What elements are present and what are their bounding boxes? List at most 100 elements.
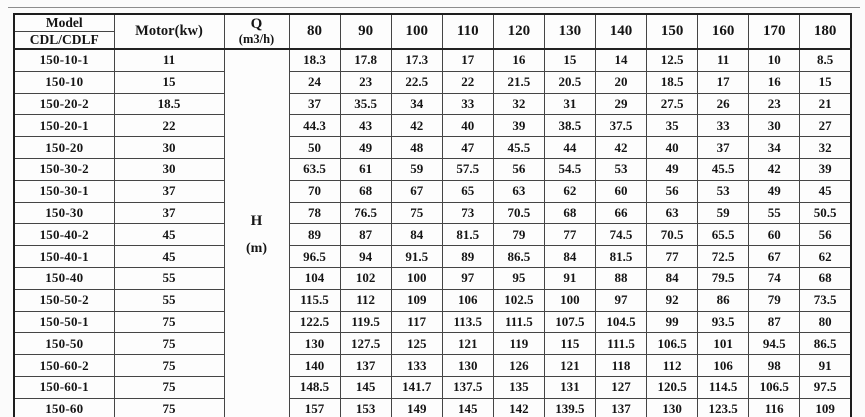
head-value-cell: 16 bbox=[492, 48, 545, 72]
head-value-cell: 89 bbox=[441, 245, 494, 268]
head-value-cell: 89 bbox=[288, 223, 341, 247]
head-value-cell: 137.5 bbox=[441, 375, 494, 399]
head-value-cell: 127 bbox=[594, 375, 648, 399]
head-value-cell: 67 bbox=[748, 245, 801, 268]
head-value-cell: 76.5 bbox=[339, 201, 392, 225]
head-value-cell: 31 bbox=[543, 92, 596, 116]
head-value-cell: 24 bbox=[288, 70, 341, 94]
head-value-cell: 37.5 bbox=[594, 114, 648, 138]
motor-kw-cell: 45 bbox=[113, 223, 225, 247]
head-value-cell: 15 bbox=[543, 48, 596, 72]
table-row: 150-10-1 11 H (m) 18.3 17.8 17.3 17 16 15 14 12.5 11… bbox=[13, 48, 852, 417]
table-body: 150-10-1 11 H (m) 18.3 17.8 17.3 17 16 15 14 12.5 11… bbox=[13, 48, 852, 417]
motor-kw-cell: 22 bbox=[113, 114, 225, 138]
head-value-cell: 118 bbox=[594, 354, 648, 377]
motor-kw-cell: 75 bbox=[113, 310, 225, 334]
head-value-cell: 141.7 bbox=[390, 375, 443, 399]
head-value-cell: 34 bbox=[390, 92, 443, 116]
table-row: 150-50-2 55 115.5 112 109 106 102.5 100 97 92 86 79… bbox=[13, 288, 852, 312]
head-value-cell: 47 bbox=[441, 136, 494, 159]
head-value-cell: 106.5 bbox=[646, 332, 699, 356]
head-value-cell: 44 bbox=[543, 136, 596, 159]
head-value-cell: 20.5 bbox=[543, 70, 596, 94]
head-value-cell: 53 bbox=[594, 157, 648, 181]
head-value-cell: 40 bbox=[441, 114, 494, 138]
top-divider bbox=[8, 7, 860, 8]
head-value-cell: 26 bbox=[697, 92, 750, 116]
flow-rate-header: 80 bbox=[288, 13, 341, 50]
head-value-cell: 57.5 bbox=[441, 157, 494, 181]
model-header-line2: CDL/CDLF bbox=[13, 31, 115, 50]
head-value-cell: 100 bbox=[543, 288, 596, 312]
head-value-cell: 70.5 bbox=[646, 223, 699, 247]
flow-rate-header: 160 bbox=[697, 13, 750, 50]
head-value-cell: 79 bbox=[748, 288, 801, 312]
head-value-cell: 45 bbox=[799, 179, 852, 203]
head-value-cell: 106 bbox=[441, 288, 494, 312]
head-value-cell: 63.5 bbox=[288, 157, 341, 181]
head-value-cell: 14 bbox=[594, 48, 648, 72]
head-value-cell: 10 bbox=[748, 48, 801, 72]
head-value-cell: 121 bbox=[543, 354, 596, 377]
head-value-cell: 16 bbox=[748, 70, 801, 94]
model-cell: 150-50-2 bbox=[13, 288, 115, 312]
head-value-cell: 109 bbox=[799, 397, 852, 417]
head-value-cell: 95 bbox=[492, 266, 545, 290]
head-value-cell: 66 bbox=[594, 201, 648, 225]
head-value-cell: 40 bbox=[646, 136, 699, 159]
head-value-cell: 91.5 bbox=[390, 245, 443, 268]
head-value-cell: 23 bbox=[748, 92, 801, 116]
table-row: 150-60-1 75 148.5 145 141.7 137.5 135 131 127 120… bbox=[13, 375, 852, 399]
head-value-cell: 75 bbox=[390, 201, 443, 225]
head-value-cell: 50.5 bbox=[799, 201, 852, 225]
head-value-cell: 153 bbox=[339, 397, 392, 417]
motor-kw-cell: 75 bbox=[113, 397, 225, 417]
head-value-cell: 29 bbox=[594, 92, 648, 116]
head-value-cell: 123.5 bbox=[697, 397, 750, 417]
motor-kw-cell: 11 bbox=[113, 48, 225, 72]
model-cell: 150-40-1 bbox=[13, 245, 115, 268]
head-value-cell: 67 bbox=[390, 179, 443, 203]
motor-kw-cell: 37 bbox=[113, 201, 225, 225]
head-value-cell: 45.5 bbox=[697, 157, 750, 181]
head-unit-cell: H (m) bbox=[223, 48, 290, 417]
head-value-cell: 61 bbox=[339, 157, 392, 181]
head-value-cell: 91 bbox=[543, 266, 596, 290]
head-value-cell: 22 bbox=[441, 70, 494, 94]
head-value-cell: 33 bbox=[441, 92, 494, 116]
head-value-cell: 122.5 bbox=[288, 310, 341, 334]
head-value-cell: 17 bbox=[697, 70, 750, 94]
model-cell: 150-30-2 bbox=[13, 157, 115, 181]
head-value-cell: 94 bbox=[339, 245, 392, 268]
table-row: 150-60 75 157 153 149 145 142 139.5 137 130 123.5 1… bbox=[13, 397, 852, 417]
head-value-cell: 22.5 bbox=[390, 70, 443, 94]
head-value-cell: 37 bbox=[697, 136, 750, 159]
head-value-cell: 34 bbox=[748, 136, 801, 159]
head-value-cell: 115.5 bbox=[288, 288, 341, 312]
head-value-cell: 86.5 bbox=[492, 245, 545, 268]
head-value-cell: 63 bbox=[646, 201, 699, 225]
head-value-cell: 33 bbox=[697, 114, 750, 138]
head-value-cell: 107.5 bbox=[543, 310, 596, 334]
head-value-cell: 62 bbox=[543, 179, 596, 203]
head-value-cell: 140 bbox=[288, 354, 341, 377]
head-value-cell: 45.5 bbox=[492, 136, 545, 159]
head-value-cell: 39 bbox=[492, 114, 545, 138]
head-value-cell: 17.8 bbox=[339, 48, 392, 72]
flow-symbol-label: Q bbox=[250, 16, 263, 32]
head-value-cell: 49 bbox=[748, 179, 801, 203]
motor-kw-cell: 75 bbox=[113, 375, 225, 399]
head-value-cell: 42 bbox=[594, 136, 648, 159]
head-value-cell: 84 bbox=[543, 245, 596, 268]
head-value-cell: 32 bbox=[492, 92, 545, 116]
head-value-cell: 35 bbox=[646, 114, 699, 138]
head-value-cell: 102.5 bbox=[492, 288, 545, 312]
head-value-cell: 43 bbox=[339, 114, 392, 138]
head-value-cell: 32 bbox=[799, 136, 852, 159]
head-value-cell: 104 bbox=[288, 266, 341, 290]
table-row: 150-10 15 24 23 22.5 22 21.5 20.5 20 18.5 17 16 15 bbox=[13, 70, 852, 94]
motor-kw-cell: 75 bbox=[113, 354, 225, 377]
head-value-cell: 30 bbox=[748, 114, 801, 138]
head-value-cell: 130 bbox=[441, 354, 494, 377]
